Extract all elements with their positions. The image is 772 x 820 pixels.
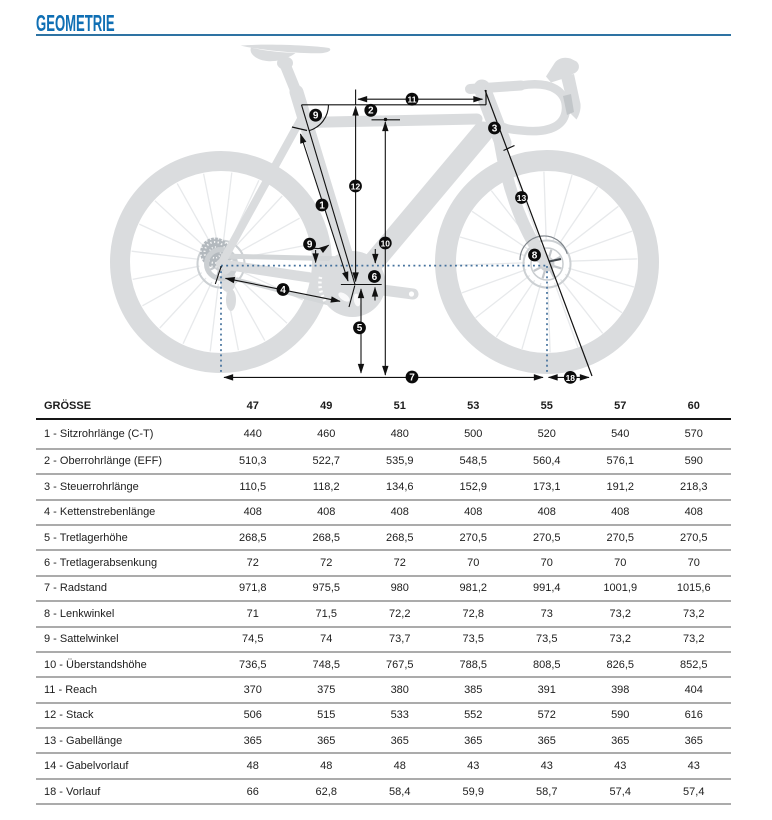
svg-text:4: 4 <box>280 285 286 296</box>
svg-text:1: 1 <box>319 200 325 211</box>
svg-text:3: 3 <box>492 123 498 134</box>
svg-text:9: 9 <box>307 240 313 251</box>
svg-text:8: 8 <box>532 250 538 261</box>
svg-text:13: 13 <box>517 193 527 203</box>
svg-text:10: 10 <box>381 238 391 248</box>
svg-text:11: 11 <box>408 95 417 105</box>
svg-text:5: 5 <box>357 323 363 334</box>
svg-text:2: 2 <box>368 106 374 117</box>
svg-text:6: 6 <box>372 272 378 283</box>
svg-text:18: 18 <box>566 373 576 383</box>
svg-text:7: 7 <box>409 372 415 383</box>
svg-text:12: 12 <box>351 181 361 191</box>
svg-text:9: 9 <box>313 111 319 122</box>
